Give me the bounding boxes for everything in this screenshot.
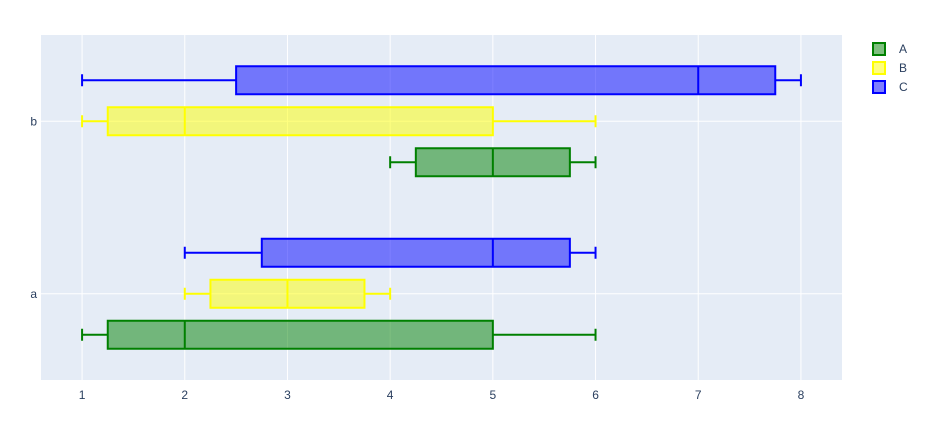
box-iqr <box>260 237 571 268</box>
x-tick-label: 8 <box>798 388 805 402</box>
box-C-a[interactable] <box>183 237 597 268</box>
legend-item-B[interactable]: B <box>872 61 907 75</box>
y-axis-ticks: ab <box>30 114 37 301</box>
y-tick-label: b <box>30 114 37 128</box>
x-tick-label: 2 <box>181 388 188 402</box>
legend-swatch <box>872 61 886 75</box>
legend-swatch <box>872 42 886 56</box>
box-A-a[interactable] <box>81 319 597 350</box>
box-C-b[interactable] <box>81 65 802 96</box>
x-tick-label: 3 <box>284 388 291 402</box>
legend-item-A[interactable]: A <box>872 42 907 56</box>
legend[interactable]: ABC <box>872 42 908 94</box>
legend-item-C[interactable]: C <box>872 80 908 94</box>
x-tick-label: 7 <box>695 388 702 402</box>
box-iqr <box>235 65 777 96</box>
box-A-b[interactable] <box>389 147 597 178</box>
legend-swatch <box>872 80 886 94</box>
x-tick-label: 1 <box>79 388 86 402</box>
y-tick-label: a <box>30 287 37 301</box>
x-tick-label: 5 <box>490 388 497 402</box>
box-iqr <box>106 106 494 137</box>
legend-label: B <box>899 61 907 75</box>
legend-label: C <box>899 80 908 94</box>
box-B-a[interactable] <box>183 278 392 309</box>
box-series <box>81 65 802 350</box>
x-tick-label: 4 <box>387 388 394 402</box>
legend-label: A <box>899 42 907 56</box>
box-iqr <box>106 319 494 350</box>
x-tick-label: 6 <box>592 388 599 402</box>
box-B-b[interactable] <box>81 106 597 137</box>
x-axis-ticks: 1 2 3 4 5 6 7 8 <box>79 388 805 402</box>
